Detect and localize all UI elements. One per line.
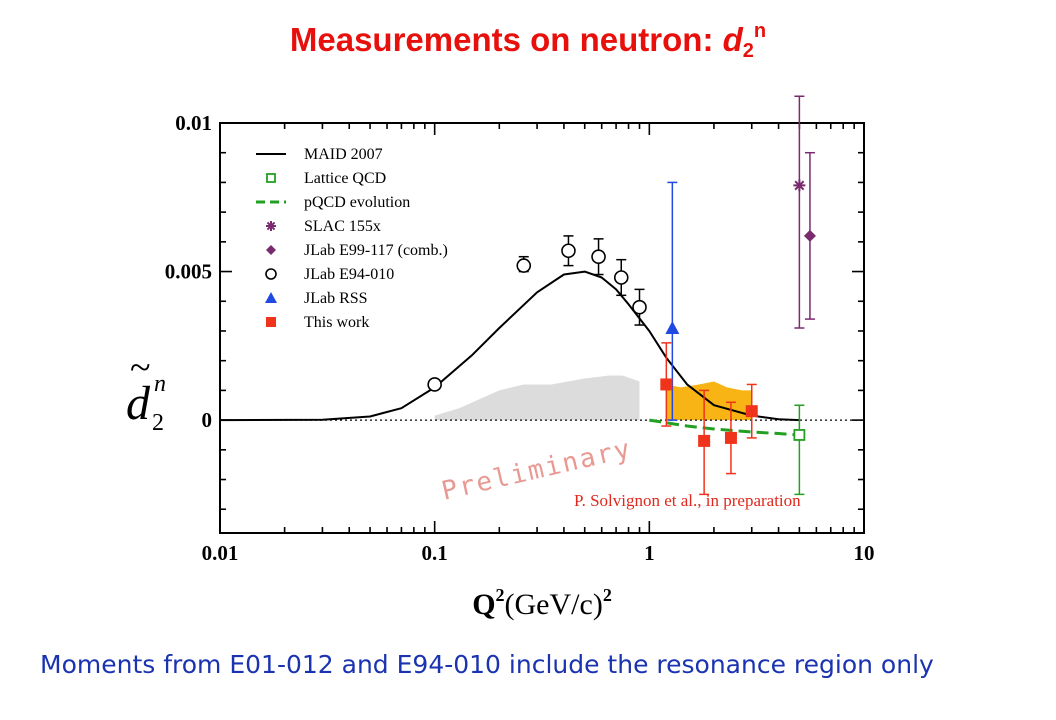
credit-annotation: P. Solvignon et al., in preparation <box>574 491 801 510</box>
data-point <box>793 179 806 192</box>
x-tick-label: 0.1 <box>422 541 448 565</box>
legend-swatch <box>265 268 277 280</box>
x-tick-label: 1 <box>644 541 655 565</box>
data-point <box>793 429 806 441</box>
legend-entry: SLAC 155x <box>304 218 381 235</box>
y-axis-tilde: ~ <box>130 347 151 389</box>
data-point <box>632 299 647 315</box>
data-point <box>698 434 711 447</box>
legend-entry: JLab E99-117 (comb.) <box>304 242 448 259</box>
data-point <box>745 405 758 418</box>
legend-entry: JLab RSS <box>304 290 368 307</box>
legend-swatch <box>265 292 277 303</box>
legend-swatch <box>266 317 276 327</box>
x-tick-label: 10 <box>854 541 875 565</box>
data-point <box>724 431 737 444</box>
legend-entry: MAID 2007 <box>304 146 383 163</box>
footer-note: Moments from E01-012 and E94-010 include… <box>40 650 934 679</box>
y-tick-label: 0.005 <box>165 260 212 284</box>
data-point <box>561 243 576 259</box>
legend-entry: pQCD evolution <box>304 194 410 211</box>
x-tick-label: 0.01 <box>202 541 239 565</box>
data-point <box>665 321 680 334</box>
title-symbol: d <box>722 21 743 58</box>
series-line-maid <box>219 270 800 422</box>
band-0 <box>434 375 640 421</box>
legend-swatch <box>266 245 276 255</box>
legend-entry: This work <box>304 314 369 331</box>
y-axis-label-sub: 2 <box>152 410 164 436</box>
title-superscript: n <box>753 20 767 42</box>
y-tick-label: 0 <box>202 408 213 432</box>
data-point <box>516 258 532 273</box>
x-axis-label: Q2(GeV/c)2 <box>472 585 612 621</box>
y-axis-label: d <box>126 377 151 430</box>
page-title: Measurements on neutron: d2n <box>0 20 1056 63</box>
data-point <box>427 377 442 392</box>
data-point <box>591 249 606 264</box>
legend-swatch <box>266 173 276 183</box>
series-line-pqcd <box>649 418 800 437</box>
legend-entry: Lattice QCD <box>304 170 386 187</box>
data-point <box>660 378 673 391</box>
title-subscript: 2 <box>742 40 754 62</box>
y-axis-label-sup: n <box>154 371 166 397</box>
plot-frame <box>219 122 865 534</box>
data-point <box>613 270 629 285</box>
legend-swatch <box>266 221 276 231</box>
data-point <box>803 229 816 242</box>
legend-entry: JLab E94-010 <box>304 266 394 283</box>
y-tick-label: 0.01 <box>175 111 212 135</box>
title-text: Measurements on neutron: <box>289 21 723 58</box>
